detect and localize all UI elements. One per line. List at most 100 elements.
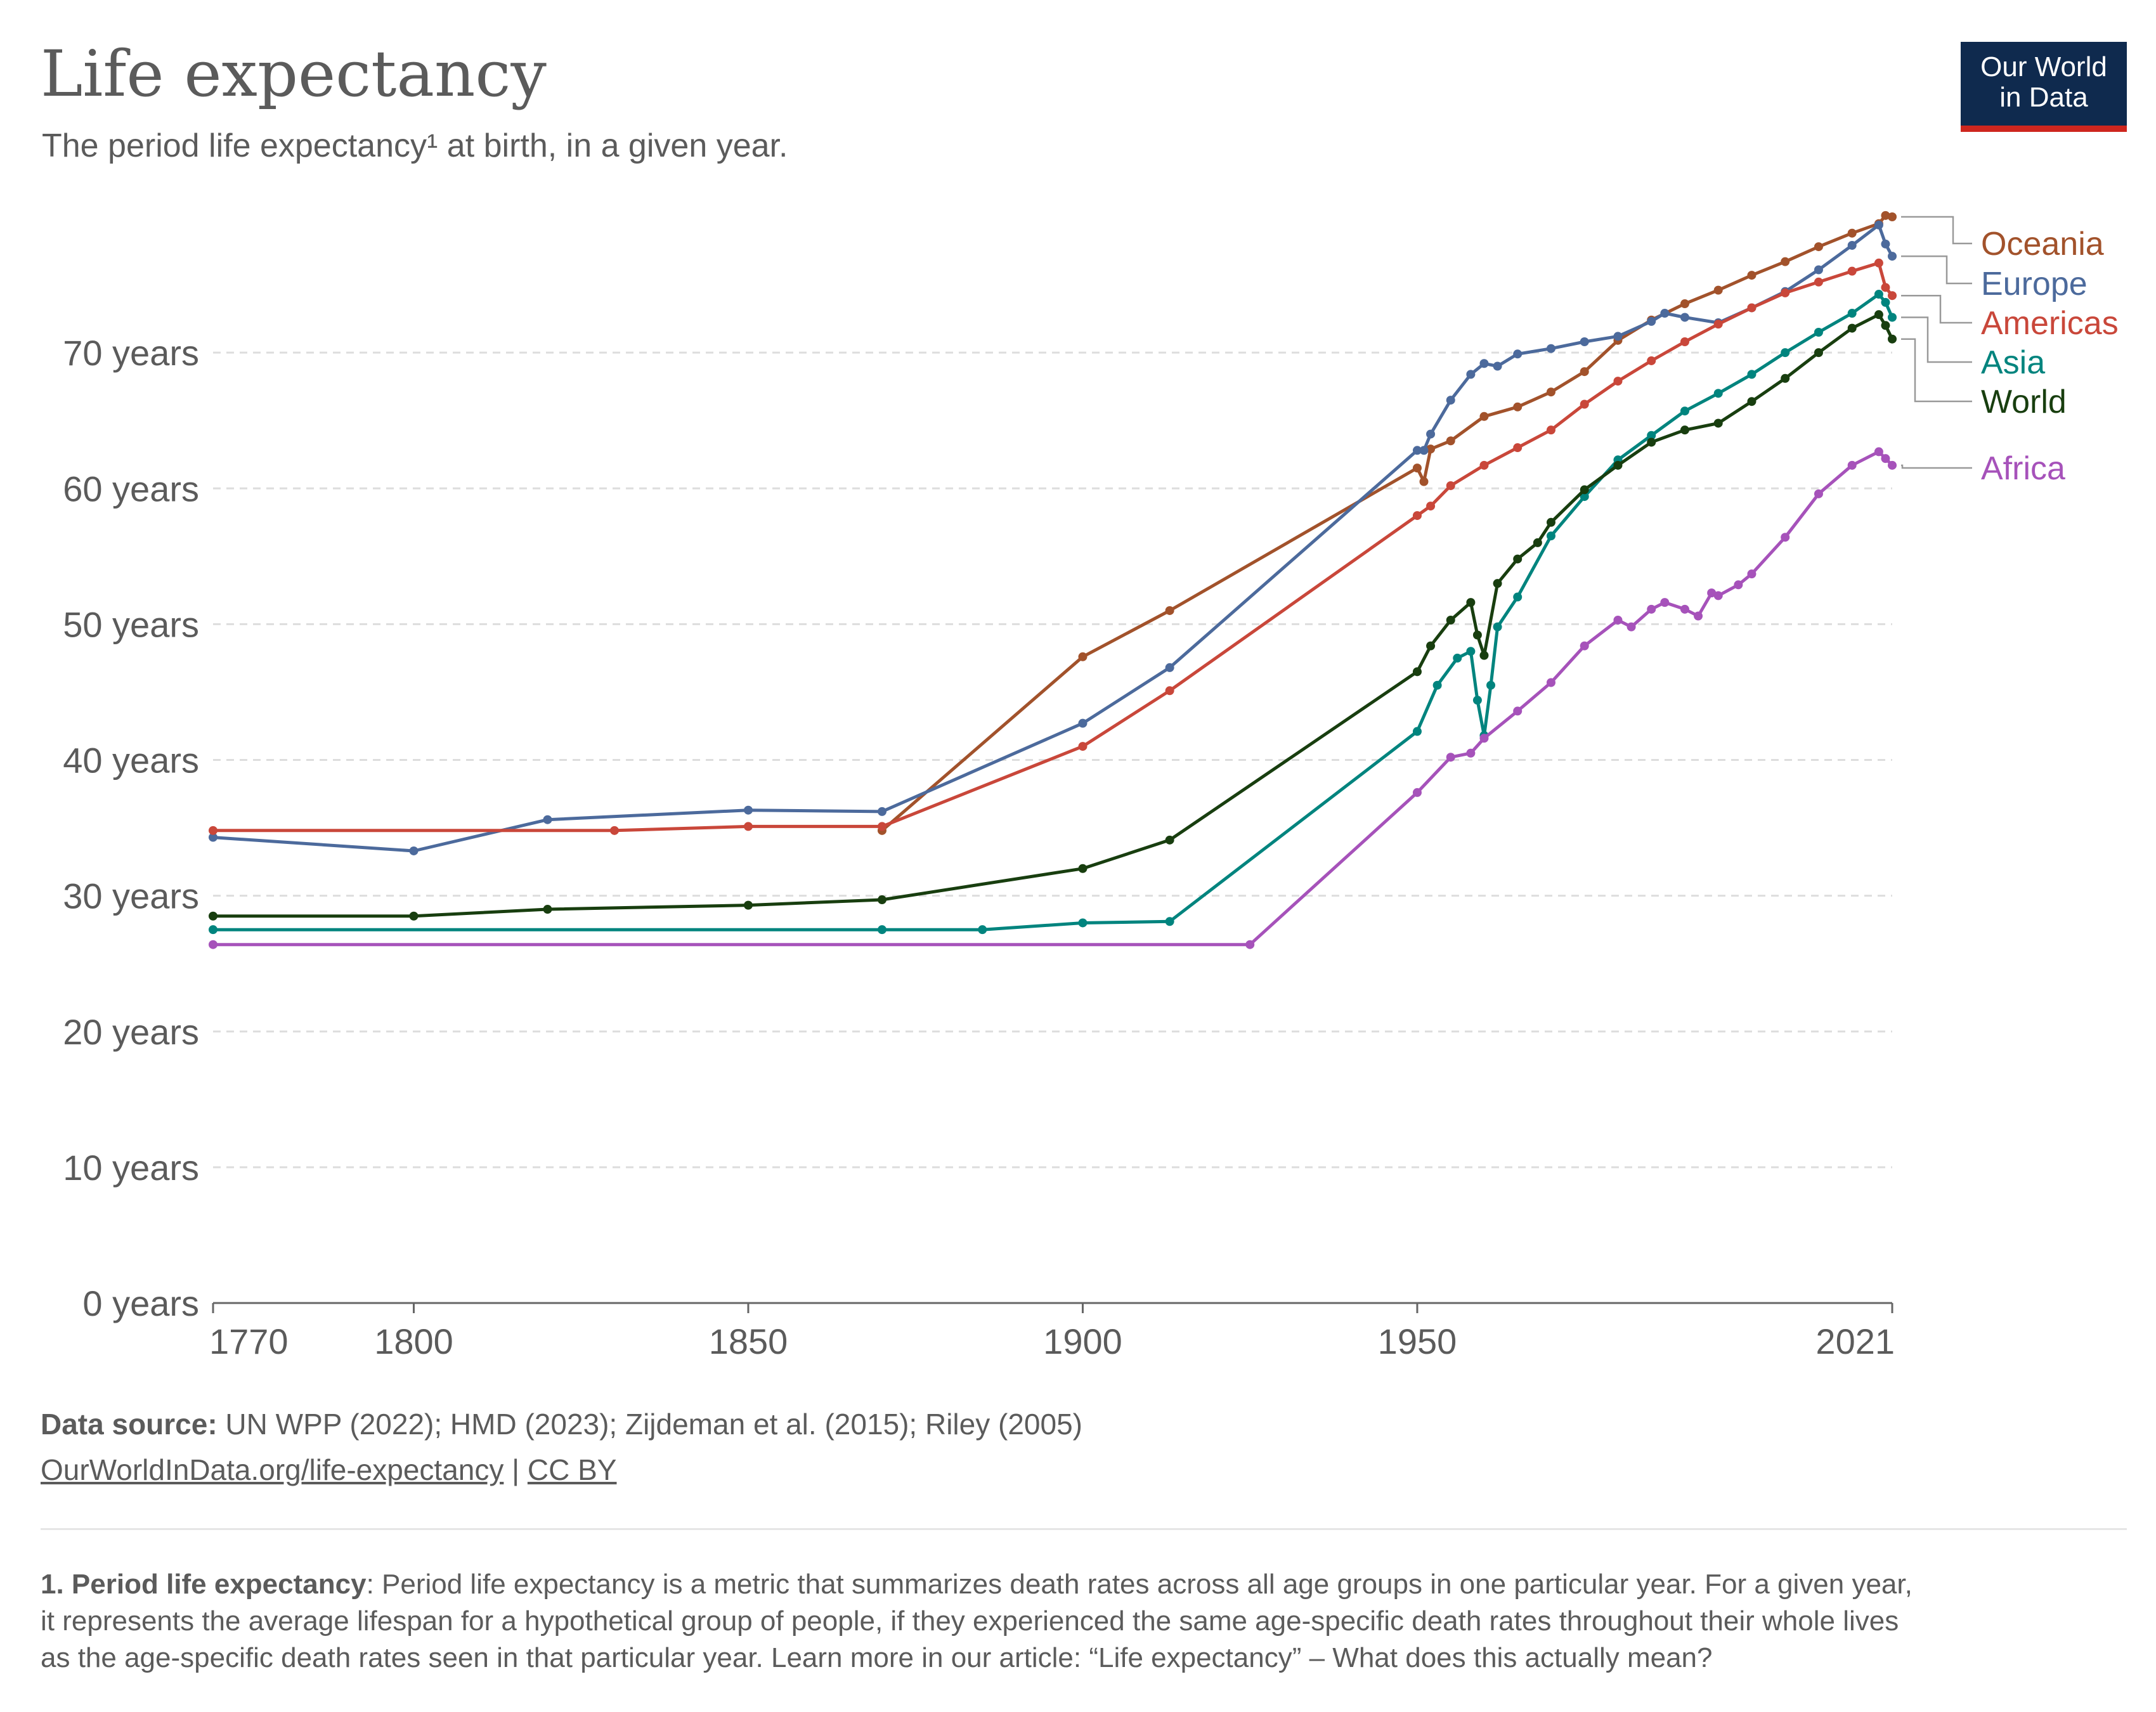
data-point-world-1958 [1466, 598, 1476, 607]
data-point-africa-1995 [1713, 591, 1723, 600]
data-point-asia-1950 [1412, 727, 1422, 736]
data-source-line: Data source: UN WPP (2022); HMD (2023); … [41, 1401, 1082, 1447]
y-tick-label-20: 20 years [63, 1012, 199, 1052]
data-point-world-1952 [1426, 641, 1436, 651]
data-point-asia-1953 [1432, 680, 1442, 690]
data-point-europe-1955 [1446, 396, 1455, 405]
data-point-oceania-2021 [1888, 212, 1897, 221]
data-point-asia-1885 [978, 925, 987, 935]
link-separator: | [503, 1453, 528, 1486]
data-point-americas-1965 [1513, 443, 1523, 453]
data-point-africa-2020 [1881, 454, 1890, 464]
series-line-world [211, 313, 1894, 918]
data-point-africa-2005 [1781, 533, 1790, 542]
data-point-oceania-1960 [1479, 412, 1489, 421]
series-label-oceania: Oceania [1981, 226, 2104, 263]
label-connector-americas [1901, 294, 1972, 324]
data-point-world-1913 [1165, 835, 1174, 845]
data-point-world-2010 [1814, 348, 1823, 358]
data-point-africa-2021 [1888, 460, 1897, 470]
data-point-africa-1958 [1466, 748, 1476, 758]
data-point-africa-1975 [1580, 641, 1589, 651]
data-point-africa-1990 [1680, 604, 1689, 614]
data-point-americas-1952 [1426, 502, 1436, 511]
data-point-world-1990 [1680, 425, 1689, 435]
data-point-world-1985 [1647, 438, 1656, 447]
data-point-asia-2015 [1847, 309, 1857, 318]
data-point-asia-2021 [1888, 313, 1897, 322]
data-point-americas-2019 [1874, 258, 1883, 268]
data-point-oceania-1913 [1165, 606, 1174, 615]
owid-logo[interactable]: Our World in Data [1961, 42, 2127, 132]
data-point-world-2021 [1888, 334, 1897, 344]
data-point-asia-1962 [1493, 622, 1502, 632]
data-point-asia-1913 [1165, 917, 1174, 926]
data-point-asia-1985 [1647, 431, 1656, 440]
data-point-europe-1970 [1546, 344, 1555, 353]
data-source-label: Data source: [41, 1408, 218, 1441]
data-point-oceania-2000 [1747, 271, 1757, 280]
footnote-line-2: it represents the average lifespan for a… [41, 1605, 1899, 1637]
data-point-world-1980 [1613, 460, 1623, 470]
y-tick-label-70: 70 years [63, 333, 199, 373]
data-point-africa-2010 [1814, 489, 1823, 498]
data-point-world-1800 [409, 911, 419, 921]
data-point-americas-1955 [1446, 481, 1455, 490]
data-point-africa-1987 [1660, 598, 1670, 607]
y-tick-label-40: 40 years [63, 741, 199, 781]
data-point-asia-2010 [1814, 328, 1823, 337]
footnote-line-3[interactable]: as the age-specific death rates seen in … [41, 1642, 1713, 1673]
data-point-europe-1960 [1479, 359, 1489, 368]
data-point-americas-1950 [1412, 511, 1422, 521]
y-tick-label-50: 50 years [63, 604, 199, 644]
data-point-americas-1850 [743, 822, 753, 831]
data-point-world-1965 [1513, 554, 1523, 564]
data-point-world-2000 [1747, 397, 1757, 406]
series-africa [209, 447, 1897, 949]
data-point-asia-1770 [209, 925, 218, 935]
data-point-africa-1982 [1627, 622, 1636, 632]
data-point-americas-2021 [1888, 291, 1897, 301]
data-point-americas-1970 [1546, 425, 1555, 435]
data-point-world-2019 [1874, 310, 1883, 320]
series-line-asia [211, 292, 1894, 931]
series-americas [209, 258, 1897, 835]
data-point-oceania-1900 [1078, 652, 1088, 661]
data-point-africa-1770 [209, 940, 218, 949]
data-point-world-1820 [543, 905, 552, 914]
series-line-oceania [880, 214, 1894, 833]
chart-subtitle: The period life expectancy¹ at birth, in… [42, 127, 788, 164]
series-world [209, 310, 1897, 921]
data-point-oceania-1975 [1580, 367, 1589, 377]
data-point-africa-2000 [1747, 569, 1757, 579]
data-point-world-1870 [877, 895, 886, 905]
x-tick-label-1770: 1770 [209, 1321, 289, 1361]
series-label-africa: Africa [1981, 450, 2065, 487]
footnote-label: 1. Period life expectancy [41, 1569, 367, 1600]
owid-link[interactable]: OurWorldInData.org/life-expectancy [41, 1453, 504, 1486]
data-point-asia-1959 [1472, 696, 1482, 705]
data-point-europe-1958 [1466, 370, 1476, 379]
data-point-africa-1950 [1412, 788, 1422, 797]
data-point-world-1970 [1546, 517, 1555, 527]
data-point-europe-1800 [409, 846, 419, 855]
data-point-oceania-2010 [1814, 242, 1823, 252]
data-point-europe-2019 [1874, 220, 1883, 230]
data-point-europe-1987 [1660, 309, 1670, 318]
footnote-text-1: : Period life expectancy is a metric tha… [366, 1569, 1912, 1600]
data-point-europe-2010 [1814, 265, 1823, 275]
data-point-europe-2020 [1881, 239, 1890, 249]
axes: 0 years 10 years 20 years 30 years 40 years 5… [63, 333, 1895, 1361]
data-point-oceania-1955 [1446, 436, 1455, 446]
data-point-africa-1925 [1245, 940, 1255, 949]
data-point-asia-1956 [1453, 653, 1462, 663]
footer: Data source: UN WPP (2022); HMD (2023); … [41, 1401, 1082, 1493]
label-connector-world [1901, 338, 1972, 403]
x-tick-label-2021: 2021 [1815, 1321, 1895, 1361]
data-point-americas-1870 [877, 822, 886, 831]
data-point-americas-2005 [1781, 288, 1790, 297]
license-link[interactable]: CC BY [527, 1453, 617, 1486]
data-point-europe-1950 [1412, 446, 1422, 455]
label-connector-africa [1901, 464, 1972, 469]
